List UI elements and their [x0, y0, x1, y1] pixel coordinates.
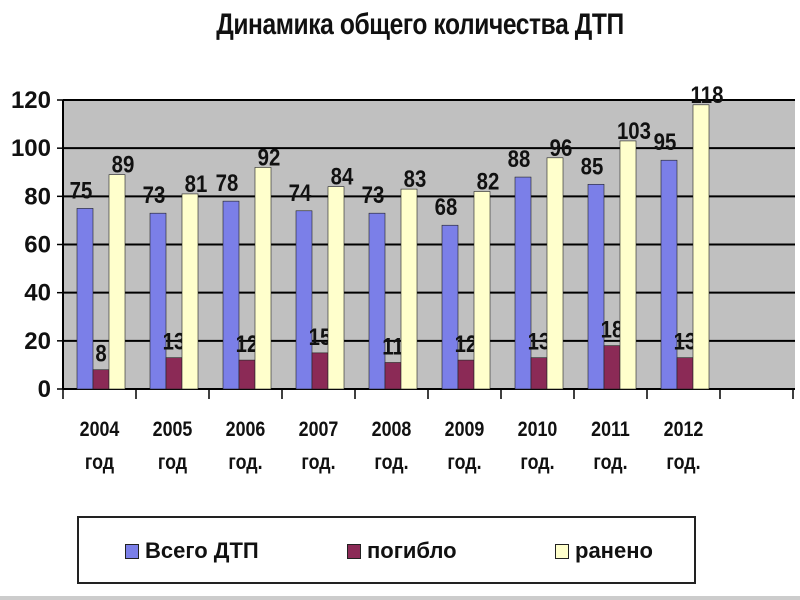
bar-всего-дтп-2011 [587, 183, 605, 390]
data-label: 92 [258, 144, 281, 171]
bar-ранено-2004 [108, 174, 126, 390]
data-label: 11 [382, 333, 404, 360]
bar-погибло-2008 [384, 362, 402, 390]
data-label: 83 [404, 166, 427, 193]
legend-item-total: Всего ДТП [125, 538, 259, 564]
data-label: 8 [95, 340, 106, 367]
x-tick-label: год. [228, 451, 262, 475]
x-tick-label: год. [520, 451, 554, 475]
bar-погибло-2006 [238, 359, 256, 390]
y-tick-label: 40 [24, 280, 51, 307]
legend-label-total: Всего ДТП [145, 538, 259, 563]
bar-ранено-2006 [254, 167, 272, 390]
data-label: 78 [216, 170, 239, 197]
bar-ранено-2005 [181, 193, 199, 390]
bar-ранено-2010 [546, 157, 564, 390]
x-tick-label: 2010 [518, 418, 558, 442]
bar-погибло-2005 [165, 357, 183, 390]
data-label: 13 [674, 328, 697, 355]
x-tick-label: 2007 [299, 418, 339, 442]
x-tick-label: 2006 [226, 418, 266, 442]
data-label: 95 [654, 129, 677, 156]
data-label: 75 [70, 177, 93, 204]
data-label: 74 [289, 179, 312, 206]
data-label: 73 [143, 182, 166, 209]
chart-title: Динамика общего количества ДТП [216, 8, 624, 41]
bottom-rule [0, 596, 800, 600]
bar-всего-дтп-2010 [514, 176, 532, 390]
legend-label-killed: погибло [367, 538, 457, 563]
data-label: 82 [477, 168, 500, 195]
legend-swatch-killed [347, 543, 361, 559]
bar-ранено-2008 [400, 188, 418, 390]
data-label: 15 [309, 323, 332, 350]
data-label: 84 [331, 163, 354, 190]
y-tick-label: 100 [11, 135, 51, 162]
x-tick-label: 2004 [80, 418, 120, 442]
data-label: 18 [601, 316, 624, 343]
bar-погибло-2007 [311, 352, 329, 390]
bar-всего-дтп-2008 [368, 212, 386, 390]
x-tick-label: год. [593, 451, 627, 475]
bar-ранено-2009 [473, 191, 491, 390]
bar-ранено-2011 [619, 140, 637, 390]
bar-погибло-2012 [676, 357, 694, 390]
x-tick-label: 2009 [445, 418, 485, 442]
data-label: 85 [581, 153, 604, 180]
bar-погибло-2010 [530, 357, 548, 390]
x-tick-label: 2008 [372, 418, 412, 442]
bar-всего-дтп-2009 [441, 224, 459, 390]
x-tick-label: 2005 [153, 418, 193, 442]
x-tick-label: год [158, 451, 187, 475]
x-tick-label: год. [301, 451, 335, 475]
bar-погибло-2011 [603, 345, 621, 390]
y-tick-label: 120 [11, 87, 51, 114]
bar-погибло-2004 [92, 369, 110, 390]
data-label: 103 [617, 117, 651, 144]
bar-всего-дтп-2004 [76, 208, 94, 390]
x-tick-label: год. [374, 451, 408, 475]
y-tick-label: 60 [24, 232, 51, 259]
legend-item-injured: ранено [555, 538, 653, 564]
data-label: 118 [691, 81, 724, 108]
data-label: 13 [163, 328, 186, 355]
bar-ранено-2012 [692, 104, 710, 390]
data-label: 68 [435, 194, 458, 221]
bar-ранено-2007 [327, 186, 345, 390]
x-tick-label: 2012 [664, 418, 704, 442]
data-label: 13 [528, 328, 551, 355]
legend-swatch-total [125, 543, 139, 559]
data-label: 96 [550, 134, 573, 161]
x-tick-label: год [85, 451, 114, 475]
bar-всего-дтп-2005 [149, 212, 167, 390]
legend-item-killed: погибло [347, 538, 457, 564]
y-tick-label: 80 [24, 183, 51, 210]
legend-swatch-injured [555, 543, 569, 559]
data-label: 81 [185, 170, 208, 197]
bar-всего-дтп-2012 [660, 159, 678, 390]
y-tick-label: 20 [24, 328, 51, 355]
x-tick-label: год. [447, 451, 481, 475]
bar-всего-дтп-2006 [222, 200, 240, 390]
data-label: 89 [112, 151, 135, 178]
y-tick-label: 0 [38, 376, 51, 403]
data-label: 12 [236, 331, 259, 358]
x-tick-label: год. [666, 451, 700, 475]
data-label: 12 [455, 331, 478, 358]
x-tick-label: 2011 [591, 418, 630, 442]
data-label: 88 [508, 146, 531, 173]
data-label: 73 [362, 182, 385, 209]
bar-всего-дтп-2007 [295, 210, 313, 390]
legend: Всего ДТП погибло ранено [77, 516, 696, 584]
legend-label-injured: ранено [575, 538, 653, 563]
bar-погибло-2009 [457, 359, 475, 390]
